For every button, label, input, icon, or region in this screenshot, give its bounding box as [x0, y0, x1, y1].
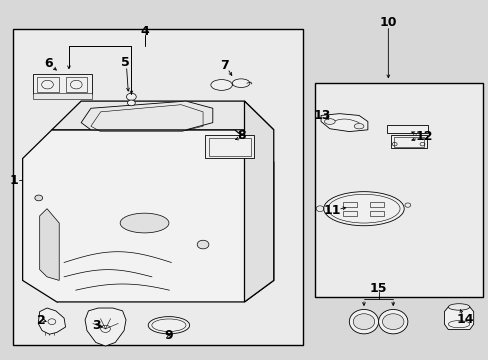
Polygon shape	[52, 101, 273, 130]
Ellipse shape	[210, 80, 232, 90]
Circle shape	[197, 240, 208, 249]
Bar	[37, 77, 59, 92]
Text: 5: 5	[121, 56, 129, 69]
Bar	[208, 138, 250, 156]
Text: 6: 6	[44, 57, 53, 70]
Bar	[369, 211, 384, 216]
Bar	[205, 135, 254, 158]
Text: 9: 9	[164, 329, 173, 342]
Polygon shape	[321, 114, 367, 132]
Polygon shape	[22, 130, 273, 302]
Bar	[386, 126, 427, 134]
Polygon shape	[40, 209, 59, 280]
Bar	[390, 135, 427, 148]
Circle shape	[35, 195, 42, 201]
Bar	[342, 202, 356, 207]
Circle shape	[127, 100, 135, 106]
Bar	[393, 137, 424, 147]
Bar	[66, 77, 86, 92]
Circle shape	[126, 93, 136, 100]
Text: 14: 14	[455, 313, 473, 327]
Polygon shape	[244, 101, 273, 302]
Ellipse shape	[148, 317, 189, 334]
Text: 8: 8	[237, 129, 246, 142]
Ellipse shape	[323, 192, 404, 226]
Polygon shape	[444, 307, 473, 329]
Polygon shape	[85, 308, 126, 346]
Text: 2: 2	[37, 314, 45, 327]
Text: 10: 10	[379, 16, 396, 29]
Text: 15: 15	[369, 282, 386, 295]
Ellipse shape	[120, 213, 168, 233]
Bar	[315, 83, 483, 297]
Ellipse shape	[324, 119, 334, 125]
Ellipse shape	[232, 79, 249, 87]
Ellipse shape	[348, 310, 378, 334]
Ellipse shape	[378, 310, 407, 334]
Polygon shape	[38, 308, 65, 334]
Text: 3: 3	[92, 319, 101, 332]
Text: 1: 1	[10, 174, 19, 186]
Circle shape	[352, 314, 374, 329]
Bar	[13, 30, 303, 345]
Bar	[342, 211, 356, 216]
Circle shape	[382, 314, 403, 329]
Ellipse shape	[447, 304, 469, 310]
Bar	[33, 74, 92, 94]
Text: 4: 4	[140, 25, 149, 38]
Polygon shape	[81, 101, 212, 130]
Text: 13: 13	[313, 109, 330, 122]
Text: 11: 11	[323, 204, 340, 217]
Bar	[369, 202, 384, 207]
Text: 7: 7	[220, 59, 229, 72]
Text: 12: 12	[414, 130, 432, 144]
Ellipse shape	[353, 123, 363, 129]
Bar	[33, 93, 92, 99]
